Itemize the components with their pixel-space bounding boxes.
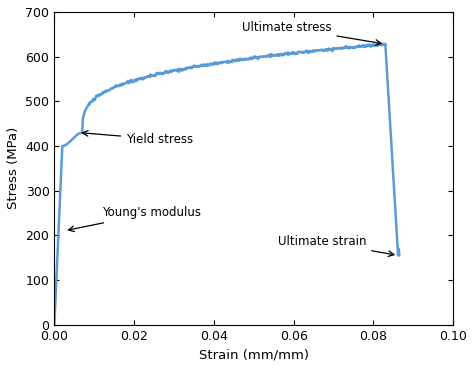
Text: Young's modulus: Young's modulus — [68, 206, 201, 231]
Text: Yield stress: Yield stress — [82, 131, 193, 146]
Text: Ultimate stress: Ultimate stress — [242, 21, 381, 45]
Text: Ultimate strain: Ultimate strain — [278, 236, 394, 256]
Y-axis label: Stress (MPa): Stress (MPa) — [7, 127, 20, 209]
X-axis label: Strain (mm/mm): Strain (mm/mm) — [199, 348, 309, 361]
